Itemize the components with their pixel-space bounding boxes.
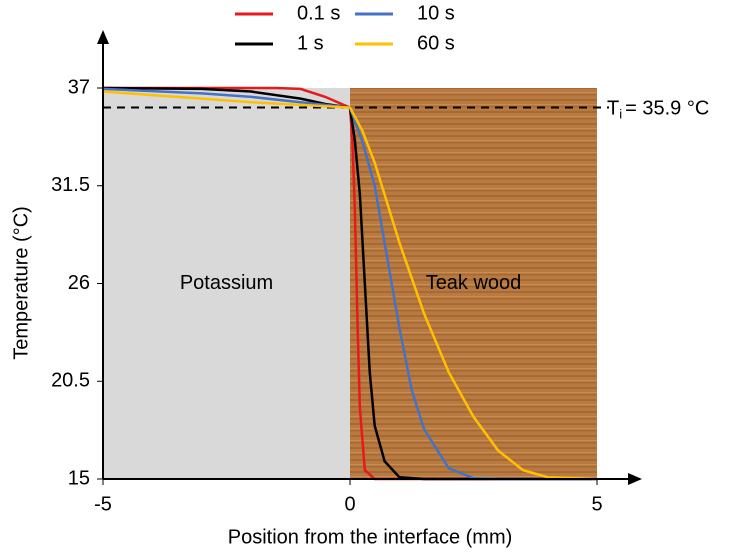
y-axis-arrow (97, 30, 109, 44)
x-tick-label: -5 (94, 493, 112, 515)
series-line (102, 86, 597, 481)
series-line (102, 90, 598, 481)
y-tick-label: 20.5 (51, 370, 90, 392)
y-tick-label: 26 (68, 272, 90, 294)
y-tick-label: 15 (68, 467, 90, 489)
series-line (103, 86, 597, 481)
legend-label: 10 s (417, 2, 455, 24)
region-label: Teak wood (426, 272, 522, 294)
series-line (102, 87, 597, 481)
interface-label-part: T (607, 98, 619, 120)
interface-label-part: i (619, 107, 622, 122)
legend-label: 0.1 s (297, 2, 340, 24)
interface-label: Ti = 35.9 °C (607, 98, 709, 122)
y-axis-label: Temperature (°C) (10, 206, 32, 360)
x-axis-arrow (628, 473, 642, 485)
legend-label: 60 s (417, 32, 455, 54)
y-tick-label: 31.5 (51, 174, 90, 196)
region (103, 88, 350, 479)
region-label: Potassium (180, 272, 273, 294)
interface-label-part: = 35.9 °C (625, 98, 709, 120)
x-axis-label: Position from the interface (mm) (228, 526, 513, 548)
y-tick-label: 37 (68, 76, 90, 98)
x-tick-label: 0 (344, 493, 355, 515)
x-tick-label: 5 (591, 493, 602, 515)
legend-label: 1 s (297, 32, 324, 54)
